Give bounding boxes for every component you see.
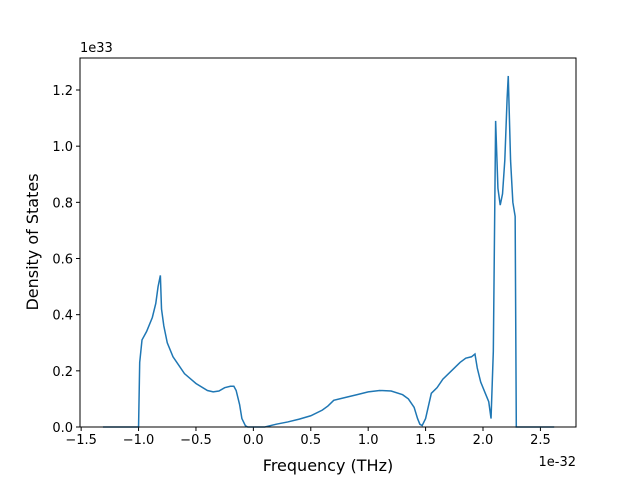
x-tick-label: 2.5 (530, 433, 551, 448)
x-tick-label: 0.5 (300, 433, 321, 448)
x-axis-label: Frequency (THz) (263, 456, 393, 475)
line (102, 75, 555, 428)
y-tick-label: 1.2 (52, 84, 73, 99)
y-tick-label: 0.2 (52, 365, 73, 380)
x-tick-label: −0.5 (180, 433, 212, 448)
y-tick-label: 0.8 (52, 196, 73, 211)
y-offset-text: 1e33 (80, 41, 113, 56)
y-tick-label: 0.6 (52, 253, 73, 268)
x-tick-label: 1.0 (358, 433, 379, 448)
x-tick-label: −1.0 (123, 433, 155, 448)
x-tick-label: −1.5 (65, 433, 97, 448)
plot-frame (79, 57, 577, 428)
y-tick-label: 0.4 (52, 309, 73, 324)
x-tick-label: 2.0 (473, 433, 494, 448)
y-tick-label: 1.0 (52, 140, 73, 155)
x-offset-text: 1e-32 (538, 455, 576, 470)
y-axis-label: Density of States (23, 173, 42, 310)
x-tick-label: 0.0 (243, 433, 264, 448)
x-tick-label: 1.5 (415, 433, 436, 448)
y-tick-label: 0.0 (52, 421, 73, 436)
